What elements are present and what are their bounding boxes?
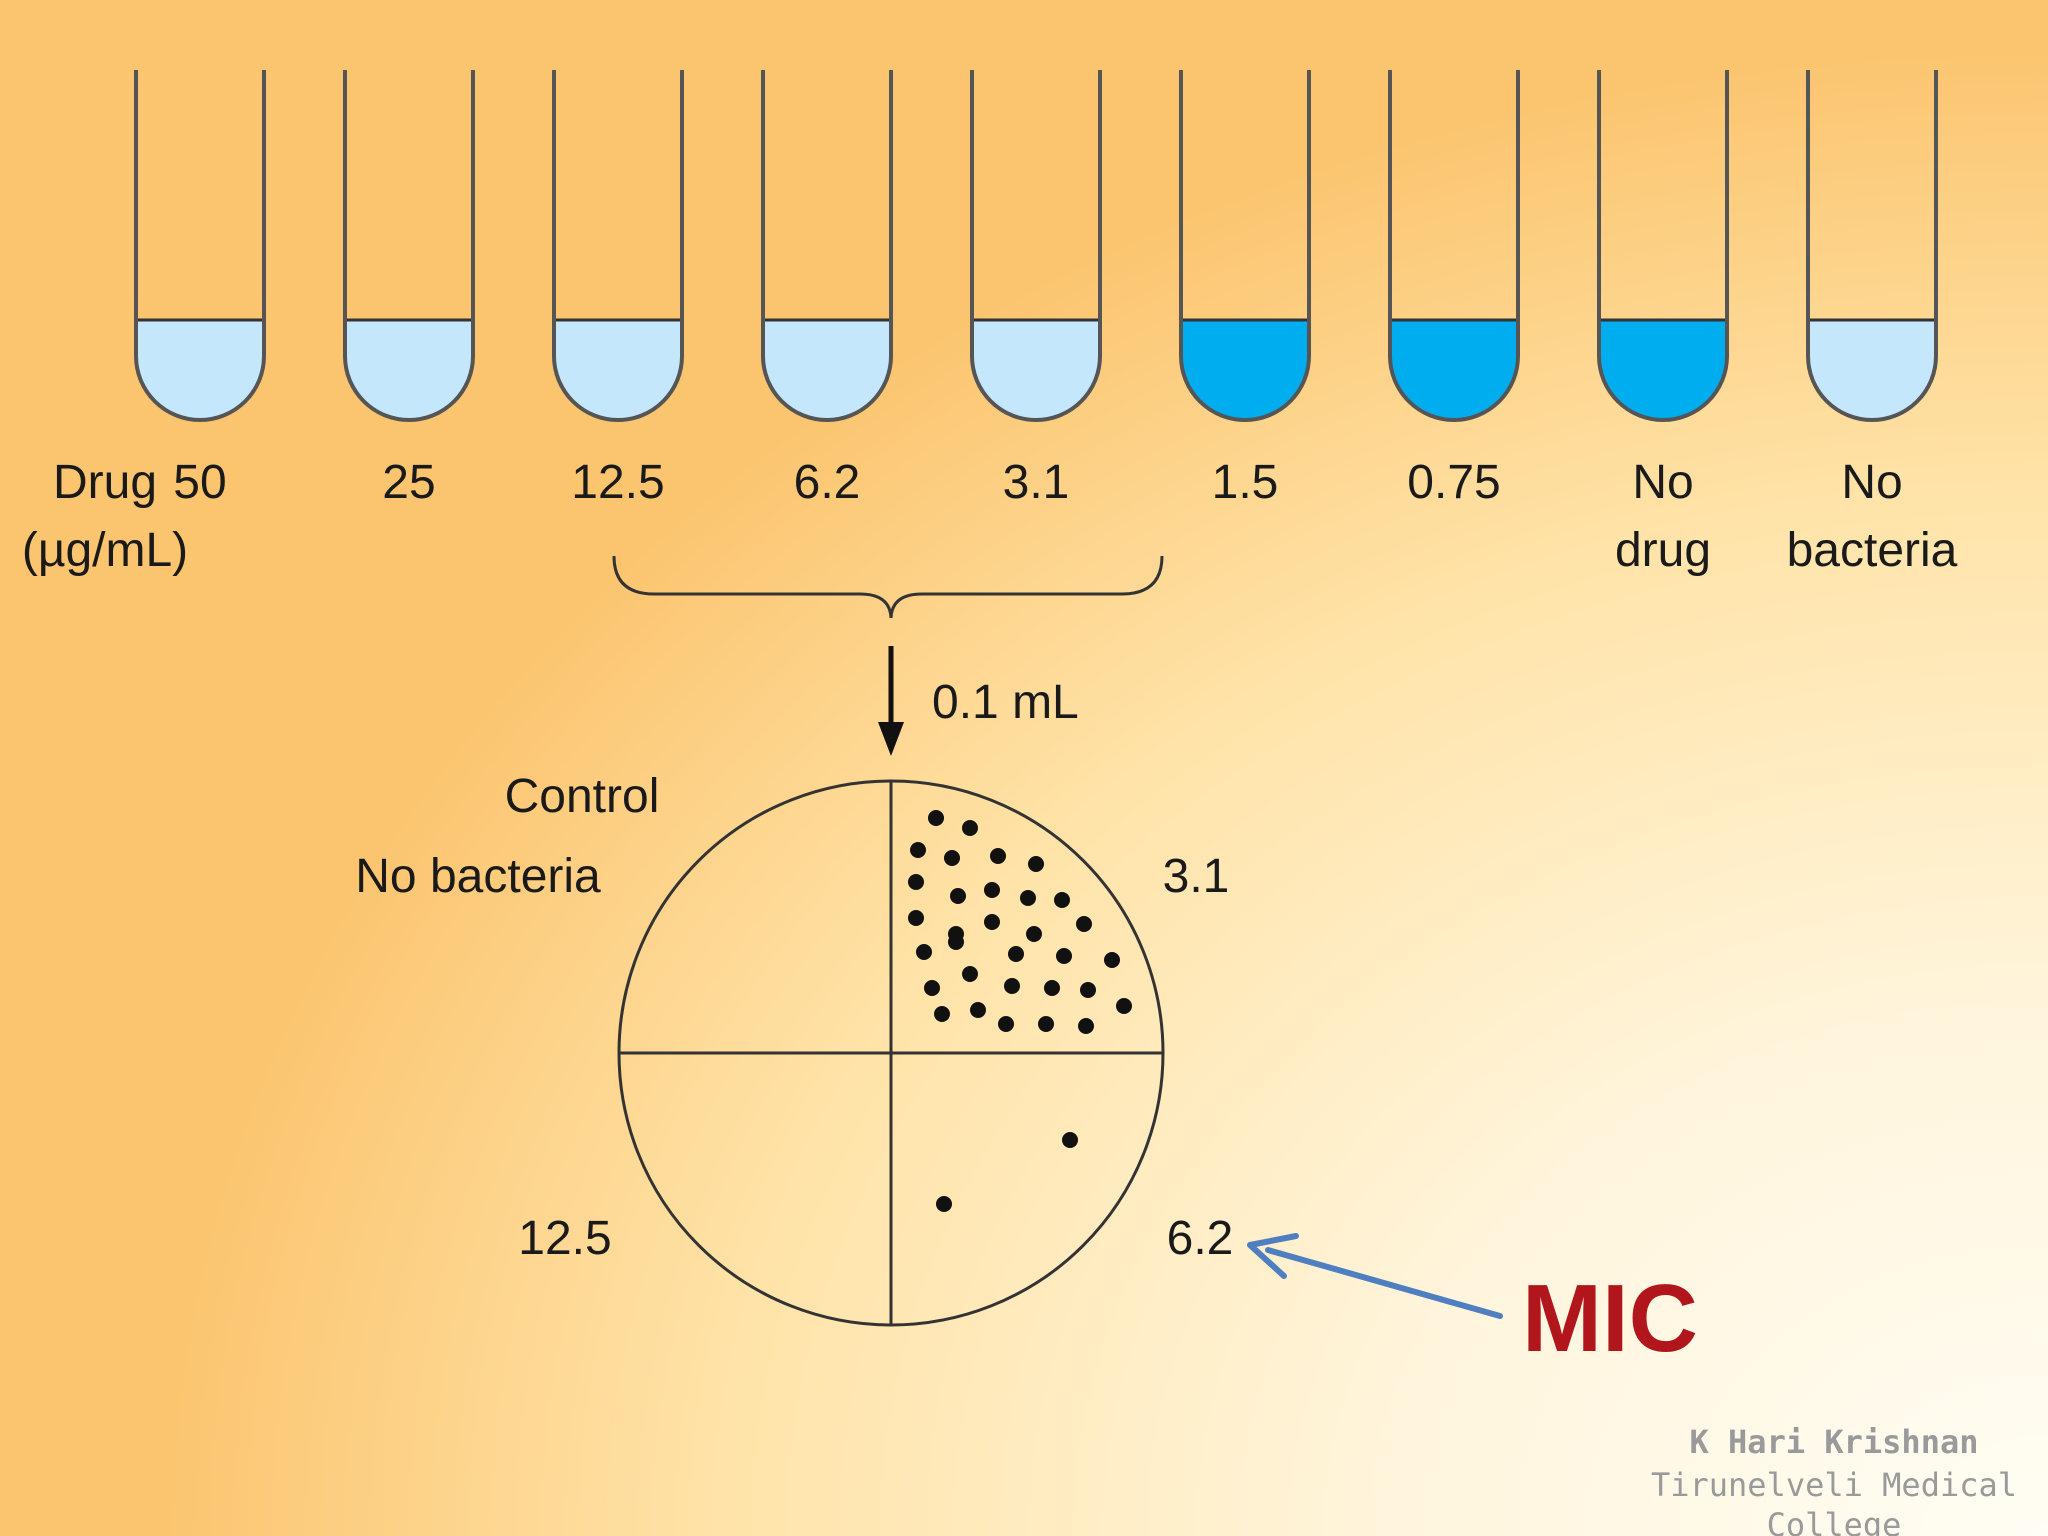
no-bacteria-label: No bacteria [355, 850, 601, 903]
tube-concentration-label: bacteria [1787, 524, 1958, 577]
bacterial-colony [1026, 926, 1042, 942]
bacterial-colony [1020, 890, 1036, 906]
clear-broth [972, 320, 1100, 420]
turbid-broth [1181, 320, 1309, 420]
drug-axis-label-line2: (µg/mL) [22, 524, 188, 577]
bacterial-colony [934, 1006, 950, 1022]
credit-institution: Tirunelveli Medical [1651, 1466, 2017, 1504]
quadrant-label-6-2: 6.2 [1167, 1212, 1234, 1265]
bacterial-colony [1008, 946, 1024, 962]
colonies-6-2-quadrant [936, 1132, 1078, 1212]
clear-broth [345, 320, 473, 420]
bacterial-colony [984, 914, 1000, 930]
bacterial-colony [950, 888, 966, 904]
bacterial-colony [1080, 982, 1096, 998]
drug-axis-label-line1: Drug [53, 456, 157, 509]
bacterial-colony [998, 1016, 1014, 1032]
tube-concentration-label: No [1632, 456, 1693, 509]
clear-broth [1808, 320, 1936, 420]
bacterial-colony [1056, 948, 1072, 964]
credit-college: College [1767, 1506, 1902, 1536]
tube-concentration-label: 6.2 [794, 456, 861, 509]
bacterial-colony [1076, 916, 1092, 932]
bacterial-colony [1038, 1016, 1054, 1032]
clear-broth [136, 320, 264, 420]
test-tube: 50 [134, 70, 266, 509]
bacterial-colony [970, 1002, 986, 1018]
tube-outline [1597, 70, 1729, 422]
credit-author: K Hari Krishnan [1690, 1423, 1979, 1461]
bacterial-colony [1062, 1132, 1078, 1148]
tube-outline [1179, 70, 1311, 422]
tube-concentration-label: 3.1 [1003, 456, 1070, 509]
bacterial-colony [990, 848, 1006, 864]
test-tube: 6.2 [761, 70, 893, 509]
test-tube: 3.1 [970, 70, 1102, 509]
bacterial-colony [1028, 856, 1044, 872]
tube-concentration-label: 50 [173, 456, 226, 509]
tube-outline [552, 70, 684, 422]
agar-plate [617, 779, 1165, 1327]
bacterial-colony [908, 910, 924, 926]
test-tube: 1.5 [1179, 70, 1311, 509]
tube-outline [1388, 70, 1520, 422]
turbid-broth [1390, 320, 1518, 420]
tube-concentration-label: 12.5 [571, 456, 664, 509]
bacterial-colony [1004, 978, 1020, 994]
tube-concentration-label: No [1841, 456, 1902, 509]
bacterial-colony [1044, 980, 1060, 996]
control-label: Control [505, 770, 660, 823]
bacterial-colony [910, 842, 926, 858]
tube-outline [1806, 70, 1938, 422]
bacterial-colony [936, 1196, 952, 1212]
bacterial-colony [1078, 1018, 1094, 1034]
clear-broth [554, 320, 682, 420]
bacterial-colony [944, 850, 960, 866]
turbid-broth [1599, 320, 1727, 420]
clear-broth [763, 320, 891, 420]
tube-outline [134, 70, 266, 422]
quadrant-label-12-5: 12.5 [518, 1212, 611, 1265]
tube-concentration-label: drug [1615, 524, 1711, 577]
tube-concentration-label: 0.75 [1407, 456, 1500, 509]
quadrant-label-3-1: 3.1 [1163, 850, 1230, 903]
tube-concentration-label: 1.5 [1212, 456, 1279, 509]
bacterial-colony [1104, 952, 1120, 968]
bacterial-colony [984, 882, 1000, 898]
bacterial-colony [924, 980, 940, 996]
test-tube: 0.75 [1388, 70, 1520, 509]
test-tubes: 50 25 12.5 6.2 3.1 1.5 0.75 No drug No bacteria [134, 70, 1958, 577]
test-tube: 12.5 [552, 70, 684, 509]
tube-concentration-label: 25 [382, 456, 435, 509]
bacterial-colony [962, 966, 978, 982]
bacterial-colony [1054, 892, 1070, 908]
mic-arrow [1247, 1233, 1503, 1319]
colonies-3-1-quadrant [908, 810, 1132, 1034]
bacterial-colony [948, 934, 964, 950]
test-tube: 25 [343, 70, 475, 509]
test-tube: No bacteria [1787, 70, 1958, 577]
bacterial-colony [928, 810, 944, 826]
transfer-volume-label: 0.1 mL [932, 676, 1079, 729]
tube-outline [343, 70, 475, 422]
bacterial-colony [962, 820, 978, 836]
tube-outline [761, 70, 893, 422]
grouping-brace [612, 555, 1164, 619]
bacterial-colony [916, 944, 932, 960]
test-tube: No drug [1597, 70, 1729, 577]
bacterial-colony [908, 874, 924, 890]
transfer-arrow [878, 646, 904, 756]
bacterial-colony [1116, 998, 1132, 1014]
tube-outline [970, 70, 1102, 422]
mic-label: MIC [1522, 1265, 1698, 1372]
